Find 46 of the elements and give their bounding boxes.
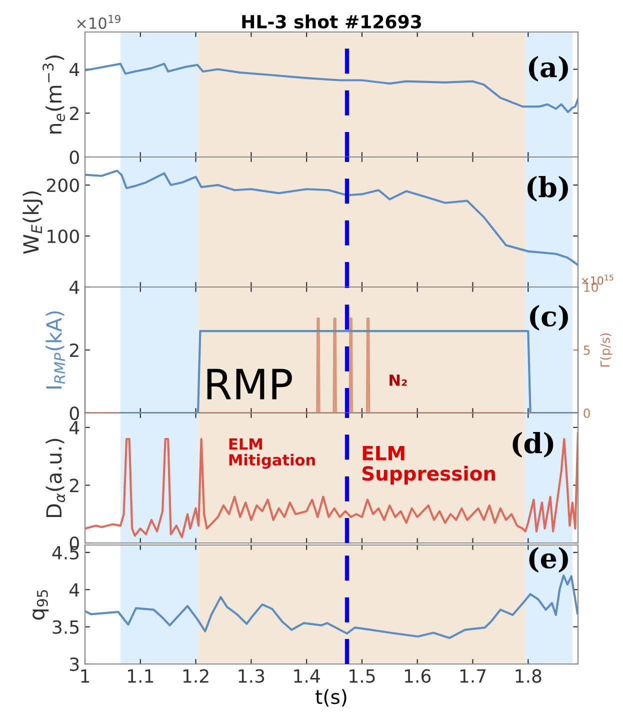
y-tick-label: 0	[70, 406, 79, 420]
annotation: ELM Mitigation	[229, 438, 315, 469]
y-tick-label: 4	[70, 583, 80, 596]
annotation: N₂	[390, 374, 407, 386]
annotation: (a)	[528, 56, 568, 82]
y-axis-title: D$_{α}$(a.u.)	[46, 438, 66, 517]
text: ×10$^{19}$	[77, 14, 120, 29]
annotation: (c)	[530, 305, 568, 330]
y-axis-title: q$_{95}$	[32, 590, 49, 620]
y-tick-label: 3	[70, 657, 79, 672]
annotation: RMP	[207, 368, 292, 400]
y-axis-title: W$_{E}$(kJ)	[22, 191, 43, 254]
chart-title: HL-3 shot #12693	[242, 14, 421, 28]
annotation: (e)	[529, 547, 568, 572]
x-axis-title: t(s)	[316, 689, 346, 706]
x-tick-label: 1.3	[238, 669, 264, 683]
y-tick-label: 0	[70, 150, 79, 164]
y-tick-label: 200	[47, 178, 79, 192]
y-tick-label: 4	[70, 280, 80, 294]
x-tick-label: 1.4	[294, 669, 320, 683]
annotation: (d)	[512, 432, 554, 458]
y2-tick-label: 0	[584, 408, 590, 418]
annotation: (b)	[528, 176, 568, 202]
y-tick-label: 4	[70, 62, 80, 76]
y-tick-label: 100	[48, 229, 79, 244]
y-tick-label: 2	[70, 478, 78, 492]
x-tick-label: 1.1	[128, 669, 154, 683]
x-tick-label: 1	[81, 669, 90, 683]
y-tick-label: 2	[70, 343, 78, 357]
y-axis-title: I$_{RMP}$(kA)	[46, 311, 65, 388]
y2-tick-label: 5	[584, 346, 590, 355]
text: ×10$^{15}$	[582, 274, 614, 285]
x-tick-label: 1.2	[183, 669, 208, 683]
line-series	[85, 432, 578, 538]
x-tick-label: 1.8	[516, 669, 542, 683]
annotation: ELM Suppression	[362, 446, 496, 485]
y-tick-label: 3.5	[52, 620, 79, 634]
line-series	[85, 574, 578, 640]
y2-axis-title: Γ(p/s)	[600, 333, 612, 366]
y-tick-label: 4	[70, 421, 80, 434]
x-tick-label: 1.7	[460, 669, 486, 683]
x-tick-label: 1.6	[404, 669, 431, 683]
x-tick-label: 1.5	[350, 669, 375, 683]
y-tick-label: 2	[70, 106, 78, 120]
y-axis-title: n$_{e}$(m$^{−3}$)	[42, 55, 66, 134]
line-series	[85, 170, 578, 266]
